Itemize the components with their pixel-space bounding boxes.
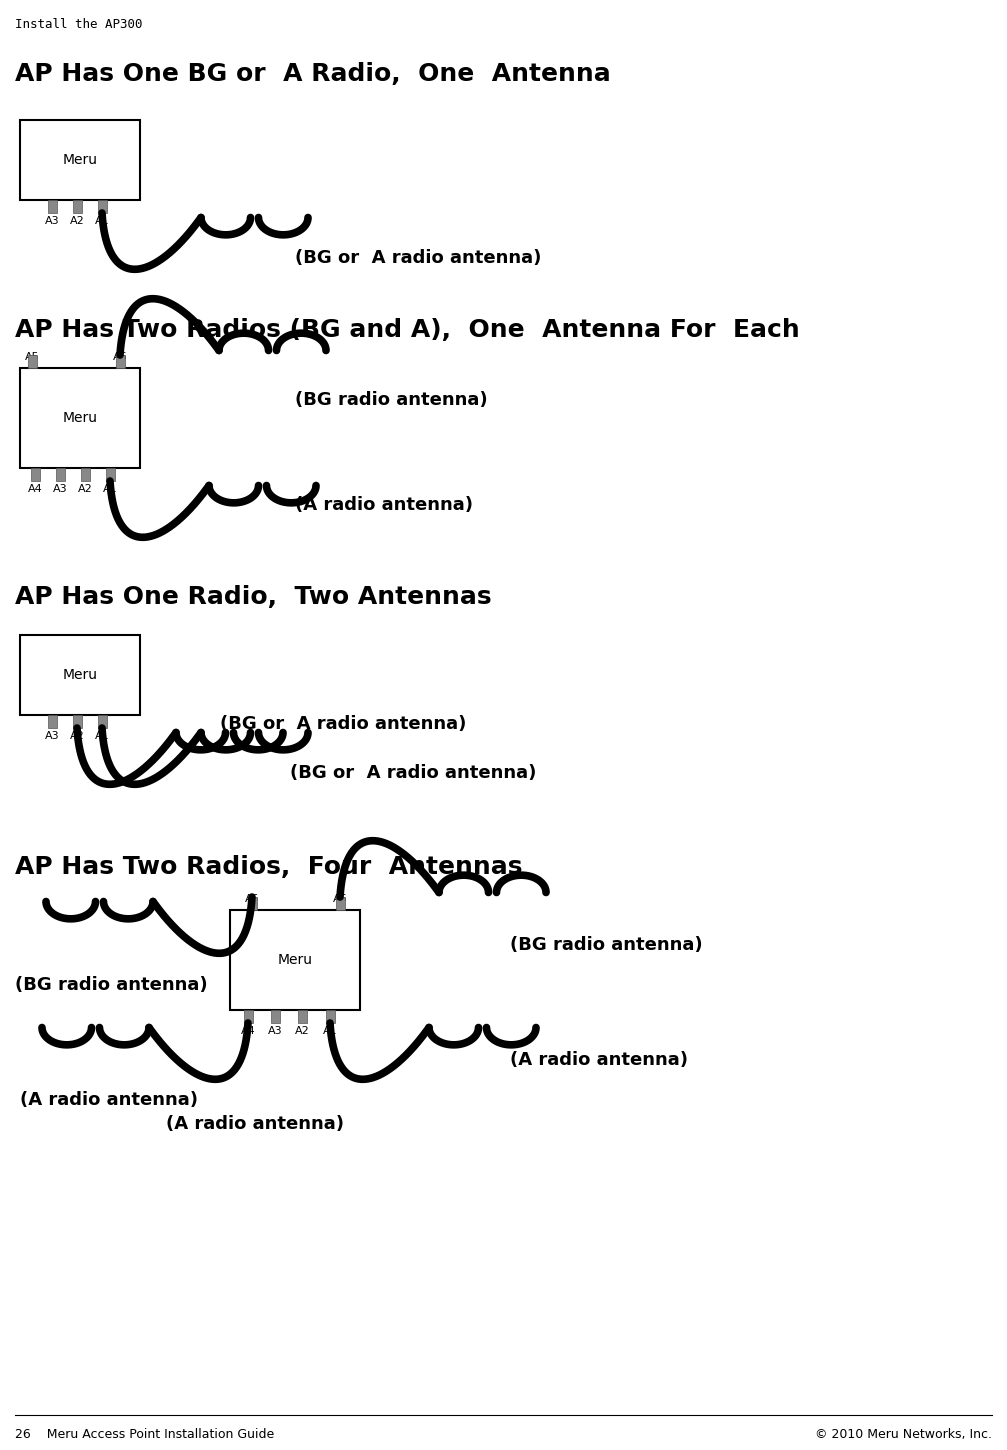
Bar	[27, 355, 36, 368]
Text: (BG or  A radio antenna): (BG or A radio antenna)	[220, 715, 466, 734]
Text: A1: A1	[103, 484, 117, 494]
Text: © 2010 Meru Networks, Inc.: © 2010 Meru Networks, Inc.	[815, 1428, 992, 1441]
Bar	[297, 1011, 306, 1024]
Text: AP Has One Radio,  Two Antennas: AP Has One Radio, Two Antennas	[15, 584, 491, 609]
Bar	[73, 715, 82, 728]
Text: AP Has Two Radios (BG and A),  One  Antenna For  Each: AP Has Two Radios (BG and A), One Antenn…	[15, 318, 800, 342]
Text: Meru: Meru	[278, 953, 312, 967]
Bar	[244, 1011, 253, 1024]
Bar	[55, 468, 64, 481]
Text: A5: A5	[245, 895, 260, 903]
Bar	[20, 120, 140, 200]
Bar	[116, 355, 125, 368]
Text: A6: A6	[332, 895, 347, 903]
Text: A3: A3	[44, 216, 59, 226]
Bar	[325, 1011, 334, 1024]
Bar	[73, 200, 82, 213]
Bar	[335, 898, 344, 911]
Bar	[98, 715, 107, 728]
Text: A2: A2	[69, 731, 85, 741]
Text: A1: A1	[95, 216, 110, 226]
Bar	[47, 200, 56, 213]
Bar	[20, 635, 140, 715]
Text: 26    Meru Access Point Installation Guide: 26 Meru Access Point Installation Guide	[15, 1428, 274, 1441]
Text: (BG radio antenna): (BG radio antenna)	[295, 392, 487, 409]
Bar	[98, 200, 107, 213]
Text: A2: A2	[295, 1027, 309, 1035]
Bar	[47, 715, 56, 728]
Text: Meru: Meru	[62, 410, 98, 425]
Text: Meru: Meru	[62, 154, 98, 167]
Text: (A radio antenna): (A radio antenna)	[166, 1115, 344, 1132]
Text: A1: A1	[322, 1027, 337, 1035]
Text: (BG or  A radio antenna): (BG or A radio antenna)	[290, 764, 537, 782]
Bar	[248, 898, 257, 911]
Bar	[271, 1011, 280, 1024]
Bar	[106, 468, 115, 481]
Text: A4: A4	[241, 1027, 256, 1035]
Text: (A radio antenna): (A radio antenna)	[295, 496, 473, 513]
Text: (A radio antenna): (A radio antenna)	[20, 1090, 198, 1109]
Text: Install the AP300: Install the AP300	[15, 17, 143, 30]
Text: Meru: Meru	[62, 668, 98, 682]
Text: (BG radio antenna): (BG radio antenna)	[15, 976, 207, 995]
Text: (BG or  A radio antenna): (BG or A radio antenna)	[295, 249, 542, 267]
Text: (A radio antenna): (A radio antenna)	[510, 1051, 688, 1069]
Text: A3: A3	[268, 1027, 282, 1035]
Text: A3: A3	[52, 484, 67, 494]
Bar	[81, 468, 90, 481]
Bar	[20, 368, 140, 468]
Text: A2: A2	[69, 216, 85, 226]
Text: A6: A6	[113, 352, 127, 362]
Text: AP Has One BG or  A Radio,  One  Antenna: AP Has One BG or A Radio, One Antenna	[15, 62, 611, 86]
Text: A5: A5	[25, 352, 39, 362]
Text: A2: A2	[78, 484, 93, 494]
Text: A4: A4	[27, 484, 42, 494]
Text: A1: A1	[95, 731, 110, 741]
Text: A3: A3	[44, 731, 59, 741]
Text: AP Has Two Radios,  Four  Antennas: AP Has Two Radios, Four Antennas	[15, 856, 523, 879]
Bar	[30, 468, 39, 481]
Text: (BG radio antenna): (BG radio antenna)	[510, 937, 703, 954]
Bar	[230, 911, 359, 1011]
